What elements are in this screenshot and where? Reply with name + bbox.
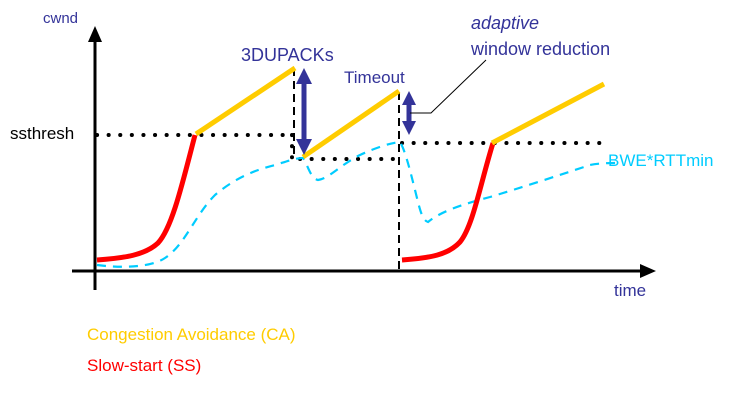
timeout-reduction-arrow <box>402 91 416 135</box>
adaptive-label: adaptive <box>471 13 540 33</box>
window-reduction-label: window reduction <box>471 39 611 59</box>
legend-congestion-avoidance: Congestion Avoidance (CA) <box>87 325 296 344</box>
dupacks-label: 3DUPACKs <box>241 45 334 65</box>
adaptive-callout-line <box>410 59 487 114</box>
y-axis-arrowhead <box>88 26 102 42</box>
y-axis-label: cwnd <box>43 10 79 27</box>
bwe-rttmin-curve <box>96 140 621 268</box>
slow-start-curve-1 <box>96 134 198 263</box>
ca-line-2 <box>301 88 401 160</box>
dupack-reduction-arrow <box>296 68 312 155</box>
timeout-label: Timeout <box>344 68 405 87</box>
x-axis-label: time <box>614 281 647 300</box>
bwe-rttmin-label: BWE*RTTmin <box>608 151 714 170</box>
ssthresh-label: ssthresh <box>10 124 75 143</box>
x-axis-arrowhead <box>640 264 656 278</box>
legend-slow-start: Slow-start (SS) <box>87 356 202 375</box>
ca-line-3 <box>490 81 606 146</box>
slow-start-curve-2 <box>401 142 496 263</box>
ca-line-1 <box>194 65 297 137</box>
